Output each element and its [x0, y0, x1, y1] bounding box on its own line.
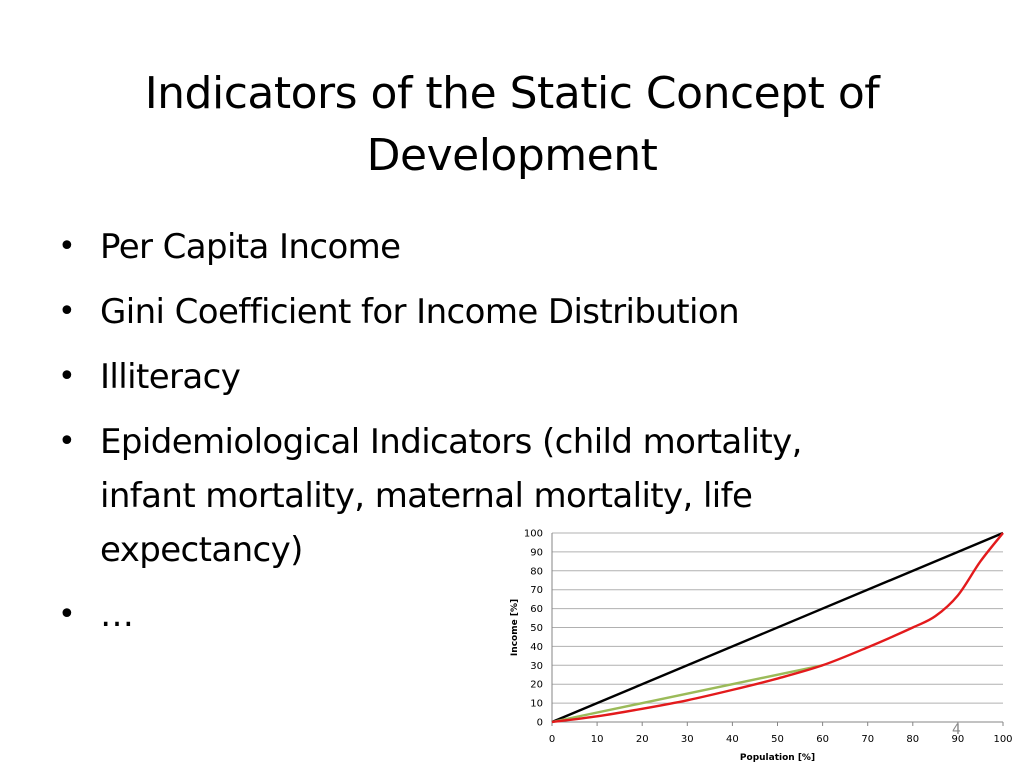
y-tick-label: 80: [530, 566, 543, 577]
y-tick-label: 30: [530, 661, 543, 672]
bullet-icon: •: [58, 424, 76, 459]
bullet-item: • Per Capita Income: [56, 220, 956, 274]
bullet-item: • Epidemiological Indicators (child morta…: [56, 415, 900, 577]
series-line-3: [551, 532, 1004, 724]
bullet-text: Gini Coefficient for Income Distribution: [100, 292, 740, 332]
bullet-item: • Gini Coefficient for Income Distributio…: [56, 285, 956, 339]
bullet-text: …: [100, 595, 134, 635]
x-tick-label: 30: [681, 734, 694, 745]
x-tick-label: 90: [952, 734, 965, 745]
x-tick-label: 10: [591, 734, 604, 745]
x-axis-label: Population [%]: [740, 753, 815, 763]
y-tick-label: 70: [530, 585, 543, 596]
bullet-item: • Illiteracy: [56, 350, 956, 404]
y-axis-label: Income [%]: [510, 599, 520, 656]
y-tick-label: 20: [530, 680, 543, 691]
lorenz-curve-chart: 0 10 20 30 40 50 60 70 80 90 100 0 10 20 30 40 50 60 70 80 9…: [510, 529, 1013, 764]
y-tick-label: 60: [530, 604, 543, 615]
bullet-list: • Per Capita Income • Gini Coefficient for…: [56, 220, 956, 653]
y-tick-label: 100: [524, 529, 543, 540]
bullet-icon: •: [58, 294, 76, 329]
x-tick-label: 50: [771, 734, 784, 745]
bullet-text: Per Capita Income: [100, 227, 401, 267]
slide-title: Indicators of the Static Concept of Deve…: [144, 68, 880, 182]
y-tick-label: 40: [530, 642, 543, 653]
y-tick-label: 90: [530, 547, 543, 558]
bullet-icon: •: [58, 597, 76, 632]
x-tick-label: 100: [993, 734, 1012, 745]
slide-number: 4: [952, 722, 961, 738]
x-tick-label: 70: [861, 734, 874, 745]
y-tick-label: 0: [537, 718, 543, 729]
x-tick-label: 60: [816, 734, 829, 745]
bullet-icon: •: [58, 359, 76, 394]
y-tick-label: 10: [530, 699, 543, 710]
x-tick-label: 0: [549, 734, 555, 745]
series-line-2: [551, 664, 823, 724]
x-tick-label: 40: [726, 734, 739, 745]
series-line-1: [551, 531, 1004, 724]
bullet-text: Illiteracy: [100, 357, 241, 397]
bullet-icon: •: [58, 229, 76, 264]
bullet-item: •…: [56, 588, 956, 642]
x-tick-label: 20: [636, 734, 649, 745]
bullet-text: Epidemiological Indicators (child mortal…: [100, 422, 802, 570]
y-tick-label: 50: [530, 623, 543, 634]
x-tick-label: 80: [906, 734, 919, 745]
